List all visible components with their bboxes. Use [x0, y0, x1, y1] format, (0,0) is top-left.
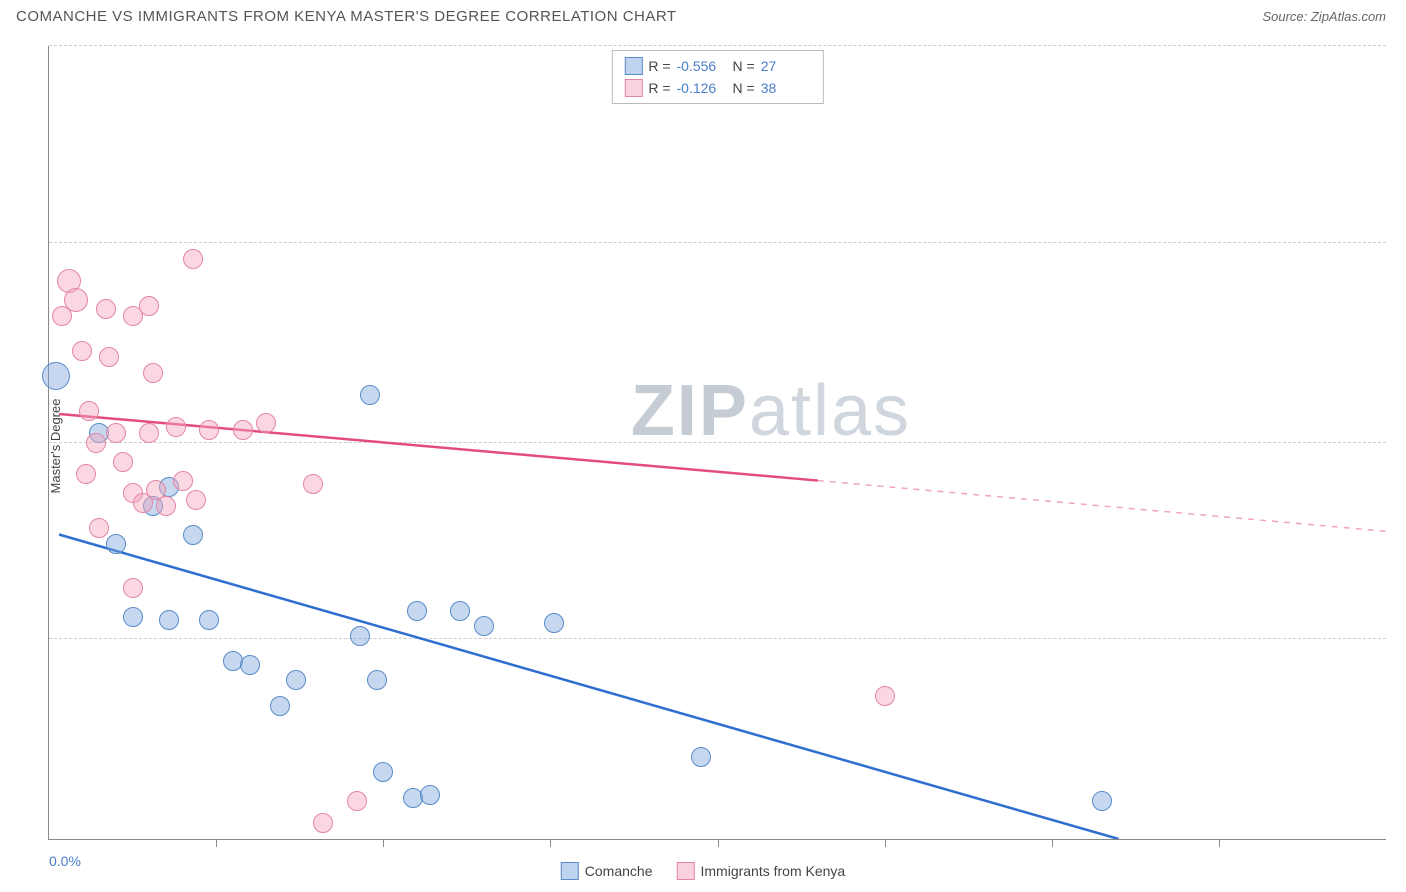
stat-row-kenya: R = -0.126 N = 38	[624, 77, 810, 99]
legend-item-comanche: Comanche	[561, 862, 653, 880]
data-point-comanche	[123, 607, 143, 627]
stat-n-label: N =	[733, 80, 755, 96]
data-point-comanche	[240, 655, 260, 675]
data-point-kenya	[233, 420, 253, 440]
x-tick	[885, 839, 886, 847]
x-tick	[550, 839, 551, 847]
data-point-kenya	[89, 518, 109, 538]
stat-n-value-2: 38	[761, 80, 811, 96]
data-point-kenya	[313, 813, 333, 833]
data-point-kenya	[303, 474, 323, 494]
gridline	[49, 242, 1386, 243]
data-point-comanche	[360, 385, 380, 405]
data-point-kenya	[875, 686, 895, 706]
legend-label-2: Immigrants from Kenya	[700, 863, 845, 879]
data-point-comanche	[42, 362, 70, 390]
data-point-kenya	[72, 341, 92, 361]
x-tick	[718, 839, 719, 847]
x-tick	[383, 839, 384, 847]
stat-n-label: N =	[733, 58, 755, 74]
data-point-kenya	[166, 417, 186, 437]
data-point-kenya	[96, 299, 116, 319]
data-point-kenya	[113, 452, 133, 472]
data-point-kenya	[76, 464, 96, 484]
data-point-comanche	[544, 613, 564, 633]
data-point-kenya	[183, 249, 203, 269]
source-label: Source: ZipAtlas.com	[1262, 9, 1386, 24]
data-point-comanche	[450, 601, 470, 621]
data-point-comanche	[367, 670, 387, 690]
data-point-kenya	[156, 496, 176, 516]
data-point-kenya	[256, 413, 276, 433]
legend-swatch-pink-icon	[676, 862, 694, 880]
x-tick	[1219, 839, 1220, 847]
data-point-comanche	[199, 610, 219, 630]
data-point-comanche	[270, 696, 290, 716]
stat-n-value-1: 27	[761, 58, 811, 74]
data-point-kenya	[133, 493, 153, 513]
legend-swatch-blue-icon	[561, 862, 579, 880]
data-point-kenya	[139, 423, 159, 443]
data-point-kenya	[52, 306, 72, 326]
data-point-kenya	[173, 471, 193, 491]
trend-lines	[49, 46, 1386, 839]
stat-r-value-1: -0.556	[677, 58, 727, 74]
stat-r-label: R =	[648, 58, 670, 74]
y-tick-label: 25.0%	[1396, 38, 1406, 54]
data-point-kenya	[123, 578, 143, 598]
y-tick-label: 12.5%	[1396, 435, 1406, 451]
data-point-kenya	[79, 401, 99, 421]
chart-header: COMANCHE VS IMMIGRANTS FROM KENYA MASTER…	[0, 0, 1406, 29]
data-point-kenya	[99, 347, 119, 367]
data-point-kenya	[139, 296, 159, 316]
data-point-comanche	[350, 626, 370, 646]
x-tick	[1052, 839, 1053, 847]
data-point-comanche	[183, 525, 203, 545]
swatch-pink-icon	[624, 79, 642, 97]
data-point-kenya	[106, 423, 126, 443]
data-point-comanche	[106, 534, 126, 554]
chart-title: COMANCHE VS IMMIGRANTS FROM KENYA MASTER…	[16, 8, 677, 25]
data-point-comanche	[407, 601, 427, 621]
stat-r-label: R =	[648, 80, 670, 96]
x-tick	[216, 839, 217, 847]
data-point-comanche	[159, 610, 179, 630]
y-tick-label: 18.8%	[1396, 235, 1406, 251]
gridline	[49, 638, 1386, 639]
watermark: ZIPatlas	[631, 370, 911, 452]
data-point-kenya	[143, 363, 163, 383]
data-point-kenya	[199, 420, 219, 440]
swatch-blue-icon	[624, 57, 642, 75]
gridline	[49, 442, 1386, 443]
y-tick-label: 6.3%	[1396, 631, 1406, 647]
data-point-comanche	[691, 747, 711, 767]
data-point-kenya	[86, 433, 106, 453]
watermark-light: atlas	[749, 371, 911, 451]
data-point-comanche	[474, 616, 494, 636]
data-point-kenya	[347, 791, 367, 811]
data-point-kenya	[186, 490, 206, 510]
legend-item-kenya: Immigrants from Kenya	[676, 862, 845, 880]
stat-row-comanche: R = -0.556 N = 27	[624, 55, 810, 77]
data-point-comanche	[420, 785, 440, 805]
gridline	[49, 45, 1386, 46]
legend-label-1: Comanche	[585, 863, 653, 879]
data-point-comanche	[286, 670, 306, 690]
watermark-bold: ZIP	[631, 371, 749, 451]
stat-r-value-2: -0.126	[677, 80, 727, 96]
data-point-comanche	[373, 762, 393, 782]
data-point-comanche	[1092, 791, 1112, 811]
x-min-label: 0.0%	[49, 853, 81, 869]
correlation-stats-box: R = -0.556 N = 27 R = -0.126 N = 38	[611, 50, 823, 104]
legend: Comanche Immigrants from Kenya	[561, 862, 845, 880]
chart-plot-area: ZIPatlas R = -0.556 N = 27 R = -0.126 N …	[48, 46, 1386, 840]
